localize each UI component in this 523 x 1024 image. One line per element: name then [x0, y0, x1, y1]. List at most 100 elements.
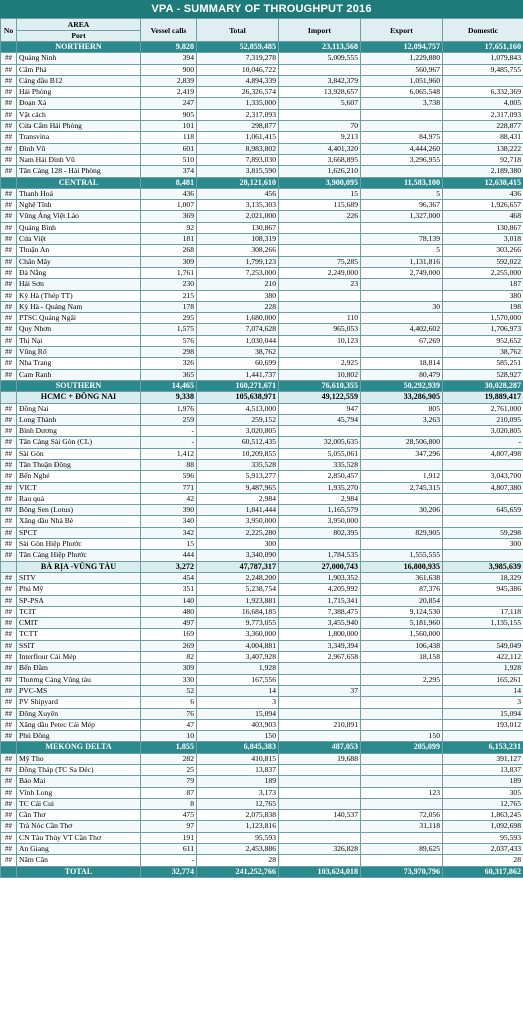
cell-export: 11,583,100 — [360, 176, 443, 189]
cell-total: 3 — [196, 696, 279, 709]
cell-domestic: 1,926,657 — [442, 199, 523, 212]
cell-calls: 1,007 — [140, 199, 197, 212]
cell-port: Chân Mây — [16, 255, 141, 268]
cell-calls: 79 — [140, 775, 197, 788]
cell-export: 96,367 — [360, 199, 443, 212]
cell-total: 1,123,816 — [196, 820, 279, 833]
cell-import: 335,528 — [278, 458, 361, 472]
cell-import — [278, 775, 361, 788]
cell-calls: 2,839 — [140, 74, 197, 88]
cell-total: 2,021,000 — [196, 210, 279, 223]
cell-calls: 169 — [140, 628, 197, 641]
cell-no: ## — [0, 843, 17, 856]
cell-calls: 365 — [140, 368, 197, 381]
cell-calls: 330 — [140, 673, 197, 686]
header-vessel-calls: Vessel calls — [140, 18, 197, 42]
cell-total: 9,773,055 — [196, 617, 279, 630]
cell-total: 7,893,030 — [196, 153, 279, 167]
cell-no: ## — [0, 628, 17, 641]
table-row: ## VICT 771 9,487,965 1,935,270 2,745,315 4,80… — [0, 481, 523, 494]
table-row: ## Phú Đông 10 150 150 — [0, 730, 523, 743]
cell-total: 10,046,722 — [196, 63, 279, 76]
table-row: ## Bảo Mai 79 189 189 — [0, 775, 523, 788]
cell-total: 14 — [196, 684, 279, 698]
cell-export — [360, 425, 443, 438]
cell-domestic: 198 — [442, 300, 523, 314]
cell-calls: 1,855 — [140, 741, 197, 754]
cell-port: Tân Thuận Đông — [16, 458, 141, 472]
cell-export: 12,094,757 — [360, 40, 443, 54]
cell-calls: 298 — [140, 346, 197, 359]
cell-no: ## — [0, 221, 17, 235]
cell-no — [0, 40, 17, 54]
cell-calls: 374 — [140, 165, 197, 178]
cell-export: 67,269 — [360, 334, 443, 348]
cell-import: 1,784,535 — [278, 549, 361, 562]
cell-no — [0, 741, 17, 754]
cell-port: Thanh Hoá — [16, 187, 141, 201]
cell-total: 1,061,415 — [196, 131, 279, 144]
table-row: ## Quảng Ninh 394 7,319,278 5,009,555 1,229,8… — [0, 52, 523, 65]
cell-import: 226 — [278, 210, 361, 223]
cell-domestic: 92,718 — [442, 153, 523, 167]
cell-no: ## — [0, 278, 17, 291]
cell-port: Bến Nghé — [16, 470, 141, 483]
cell-export: 30,206 — [360, 504, 443, 517]
cell-domestic: 193,012 — [442, 718, 523, 732]
cell-port: CMIT — [16, 617, 141, 630]
cell-no: ## — [0, 481, 17, 494]
cell-calls: 247 — [140, 97, 197, 110]
cell-total: 1,923,881 — [196, 594, 279, 607]
cell-no: ## — [0, 165, 17, 178]
table-row: ## Đà Nẵng 1,761 7,253,000 2,249,000 2,749,00… — [0, 266, 523, 280]
cell-domestic: 1,092,698 — [442, 820, 523, 833]
table-row: ## Nam Hải Đình Vũ 510 7,893,030 3,668,895 3,… — [0, 153, 523, 167]
cell-domestic: 2,037,433 — [442, 843, 523, 856]
cell-domestic: 4,807,380 — [442, 481, 523, 494]
cell-port: SP-PSA — [16, 594, 141, 607]
cell-calls: 351 — [140, 583, 197, 596]
cell-import: 23,113,568 — [278, 40, 361, 54]
cell-total: 210 — [196, 278, 279, 291]
cell-port: Đà Nẵng — [16, 266, 141, 280]
cell-no: ## — [0, 696, 17, 709]
cell-export: 1,912 — [360, 470, 443, 483]
cell-export: 5 — [360, 244, 443, 257]
cell-port: Kỳ Hà (Thép TT) — [16, 289, 141, 302]
table-row: ## Vật cách 905 2,317,093 2,317,093 — [0, 108, 523, 122]
cell-total: 28,121,610 — [196, 176, 279, 189]
cell-port: Kỳ Hà - Quảng Nam — [16, 300, 141, 314]
cell-domestic: 305 — [442, 786, 523, 799]
cell-port: Trà Nóc Cần Thơ — [16, 820, 141, 833]
cell-port: Tân Cảng Hiệp Phước — [16, 549, 141, 562]
cell-domestic: 549,049 — [442, 639, 523, 653]
cell-import: 965,053 — [278, 323, 361, 336]
table-row: ## Thị Nại 576 1,030,044 10,123 67,269 952,652 — [0, 334, 523, 348]
cell-calls: 10 — [140, 730, 197, 743]
cell-total: 160,271,671 — [196, 379, 279, 393]
cell-calls: 369 — [140, 210, 197, 223]
table-row: ## SITV 454 2,248,200 1,903,352 361,638 18,329 — [0, 571, 523, 585]
cell-import: 7,388,475 — [278, 605, 361, 619]
cell-total: 410,815 — [196, 752, 279, 766]
table-row: ## TC Cái Cui 8 12,765 12,765 — [0, 797, 523, 811]
cell-port: SPCT — [16, 526, 141, 540]
cell-total: 3,407,928 — [196, 651, 279, 664]
cell-import — [278, 346, 361, 359]
table-row: ## Phú Mỹ 351 5,238,754 4,205,992 87,376 945,3… — [0, 583, 523, 596]
cell-area: NORTHERN — [16, 40, 141, 54]
cell-port: Mỹ Tho — [16, 752, 141, 766]
cell-import: 9,213 — [278, 131, 361, 144]
cell-import — [278, 797, 361, 811]
cell-total: 60,512,435 — [196, 436, 279, 449]
cell-total: 7,319,278 — [196, 52, 279, 65]
cell-calls: 32,774 — [140, 865, 197, 878]
cell-no: ## — [0, 809, 17, 822]
table-row: ## Trà Nóc Cần Thơ 97 1,123,816 31,118 1,092,… — [0, 820, 523, 833]
cell-domestic: 2,189,380 — [442, 165, 523, 178]
cell-total: 13,837 — [196, 763, 279, 777]
cell-export: 5 — [360, 187, 443, 201]
table-row: ## Đình Vũ 601 8,983,802 4,401,320 4,444,260 1… — [0, 142, 523, 155]
cell-total: 2,075,838 — [196, 809, 279, 822]
cell-export: 18,158 — [360, 651, 443, 664]
